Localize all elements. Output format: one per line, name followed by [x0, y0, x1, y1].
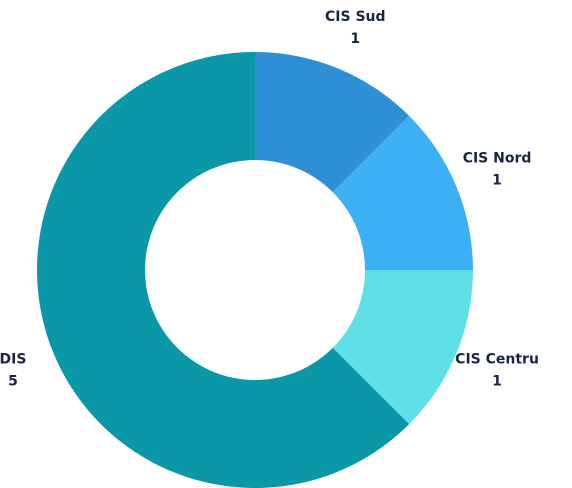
- donut-slice: [332, 270, 473, 425]
- slice-label: CIS Centru: [455, 351, 539, 367]
- donut-slice: [332, 115, 473, 270]
- donut-slice: [36, 52, 410, 488]
- slice-label: CIS Nord: [463, 151, 532, 167]
- slice-label: CIS Sud: [325, 9, 386, 25]
- slice-label: DIS: [0, 351, 26, 367]
- slice-value: 1: [492, 173, 502, 189]
- slice-value: 1: [350, 31, 360, 47]
- donut-slice: [255, 52, 410, 193]
- slice-value: 5: [8, 373, 18, 389]
- slice-value: 1: [492, 373, 502, 389]
